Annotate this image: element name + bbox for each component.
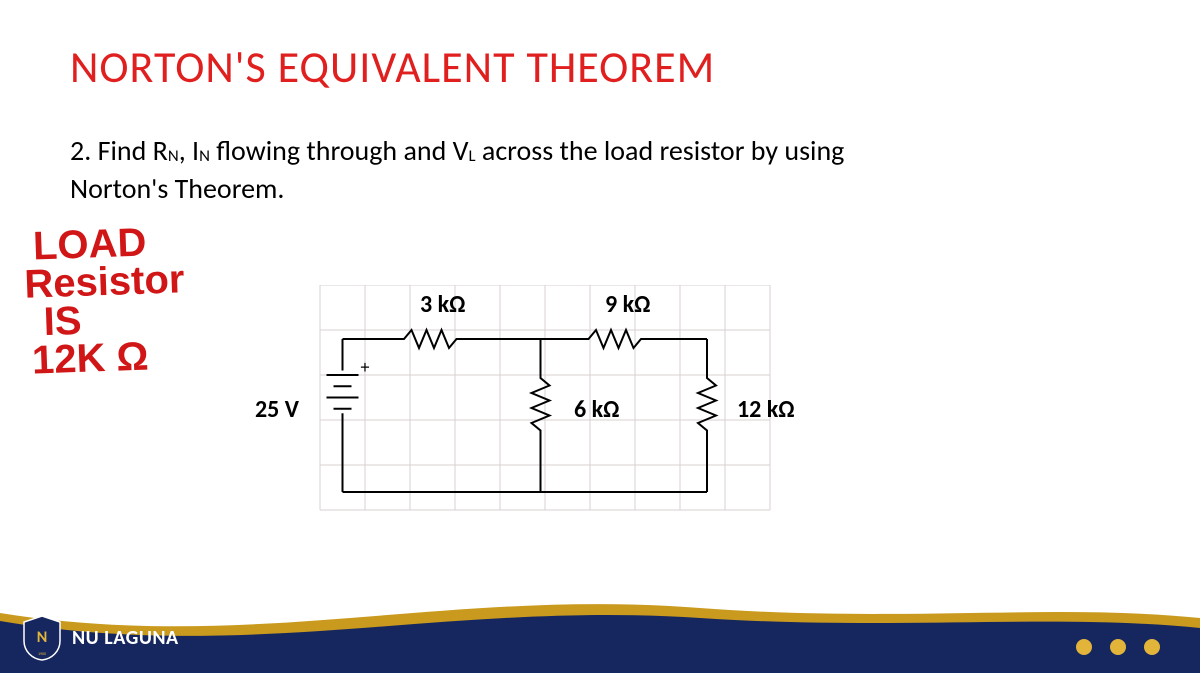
problem-text-line2: Norton's Theorem. (70, 171, 284, 206)
slide-title: NORTON'S EQUIVALENT THEOREM (70, 40, 1130, 94)
svg-text:1900: 1900 (38, 652, 46, 657)
footer-org-text: NU LAGUNA (72, 626, 179, 650)
handwriting-annotation: LOAD Resistor IS 12K Ω (22, 222, 187, 379)
source-label: 25 V (255, 395, 299, 424)
rn-subscript: N (168, 145, 179, 166)
r2-label: 9 kΩ (605, 290, 650, 319)
footer-dots (1076, 639, 1160, 655)
circuit-diagram: + 25 V 3 kΩ 9 kΩ 6 kΩ 12 kΩ (255, 285, 825, 535)
footer-dot-2 (1110, 639, 1126, 655)
vl-subscript: L (469, 145, 476, 166)
svg-text:N: N (37, 628, 48, 647)
problem-statement: 2. Find RN, IN flowing through and VL ac… (70, 132, 1130, 208)
r3-label: 6 kΩ (574, 395, 619, 424)
footer-wave (0, 593, 1200, 673)
problem-text-mid1: , I (179, 133, 199, 168)
footer-dot-1 (1076, 639, 1092, 655)
problem-text-mid3: across the load resistor by using (476, 133, 845, 168)
problem-text-prefix: 2. Find R (70, 133, 168, 168)
problem-text-mid2: flowing through and V (210, 133, 469, 168)
svg-text:+: + (361, 356, 370, 378)
r4-label: 12 kΩ (737, 395, 795, 424)
handwriting-line2: Resistor (24, 260, 185, 304)
university-badge-icon: N 1900 (22, 615, 62, 661)
handwriting-line4: 12K Ω (31, 336, 187, 379)
footer-brand: N 1900 NU LAGUNA (22, 615, 179, 661)
footer-dot-3 (1144, 639, 1160, 655)
in-subscript: N (199, 145, 210, 166)
r1-label: 3 kΩ (420, 290, 465, 319)
